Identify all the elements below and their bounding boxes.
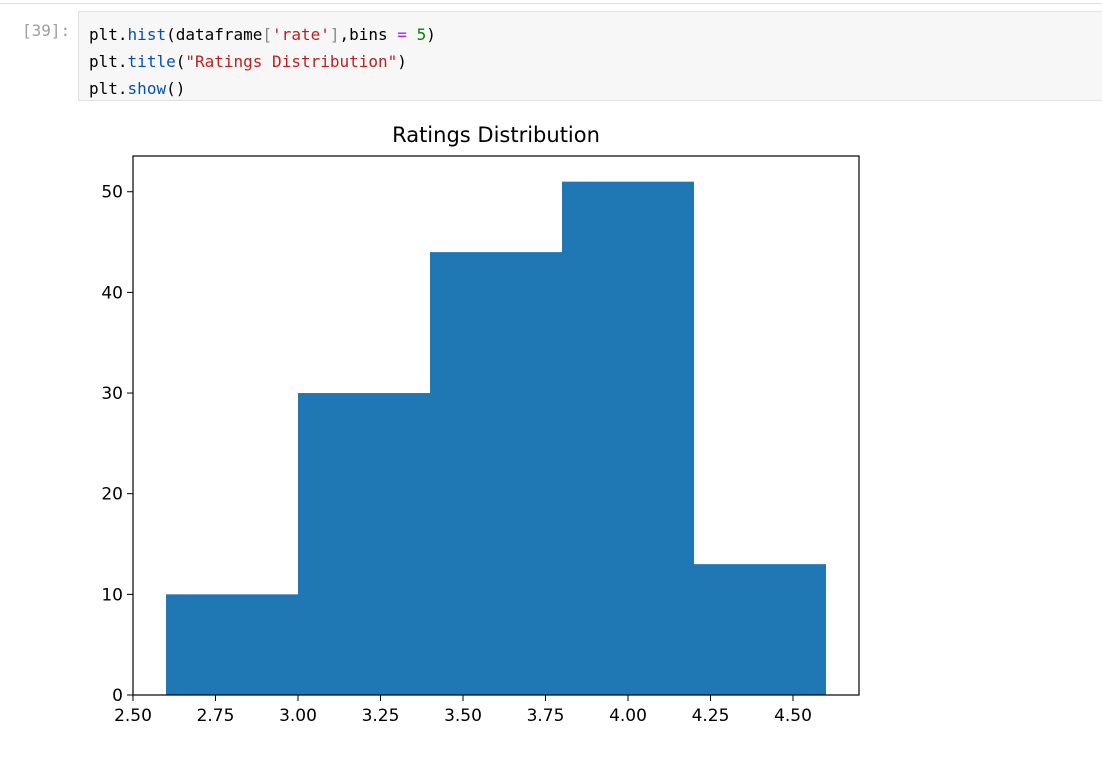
code-token: = bbox=[397, 25, 407, 44]
code-token: show bbox=[127, 79, 167, 98]
code-editor[interactable]: plt.hist(dataframe['rate'],bins = 5) plt.… bbox=[89, 21, 436, 102]
histogram-bar bbox=[562, 181, 694, 696]
y-tick-label: 20 bbox=[101, 485, 123, 505]
histogram-bar bbox=[694, 564, 826, 695]
y-axis: 0 10 20 30 40 50 bbox=[101, 183, 133, 706]
histogram-bar bbox=[166, 594, 298, 695]
histogram-bar bbox=[298, 393, 430, 695]
x-tick-label: 3.75 bbox=[527, 706, 565, 726]
code-token: plt bbox=[89, 25, 118, 44]
code-token: hist bbox=[127, 25, 167, 44]
x-tick-label: 2.50 bbox=[114, 706, 152, 726]
code-token: 5 bbox=[416, 25, 427, 44]
code-line: plt.show() bbox=[89, 75, 436, 102]
y-tick-label: 40 bbox=[101, 283, 123, 303]
code-token: ) bbox=[397, 52, 407, 71]
x-tick-label: 4.00 bbox=[609, 706, 647, 726]
code-token: ,bins bbox=[339, 25, 398, 44]
x-tick-label: 3.00 bbox=[279, 706, 317, 726]
bars-layer bbox=[166, 181, 826, 696]
x-tick-label: 4.25 bbox=[692, 706, 730, 726]
code-token: ] bbox=[329, 25, 340, 44]
chart-title: Ratings Distribution bbox=[392, 123, 600, 147]
cell-execution-count: [39]: bbox=[22, 21, 71, 40]
x-tick-label: 4.50 bbox=[774, 706, 812, 726]
x-tick-label: 3.50 bbox=[444, 706, 482, 726]
code-token: plt bbox=[89, 52, 118, 71]
y-tick-label: 0 bbox=[112, 686, 123, 706]
code-token: (dataframe bbox=[166, 25, 263, 44]
code-cell-input[interactable]: plt.hist(dataframe['rate'],bins = 5) plt.… bbox=[78, 11, 1102, 101]
code-token: [ bbox=[262, 25, 273, 44]
code-token: . bbox=[117, 52, 128, 71]
plot-frame bbox=[132, 155, 860, 696]
code-token: title bbox=[127, 52, 176, 71]
code-token: "Ratings Distribution" bbox=[185, 52, 398, 71]
code-token bbox=[407, 25, 417, 44]
code-token: . bbox=[117, 25, 128, 44]
code-token: () bbox=[166, 79, 186, 98]
x-tick-label: 3.25 bbox=[362, 706, 400, 726]
histogram-bar bbox=[430, 252, 562, 695]
x-tick-label: 2.75 bbox=[197, 706, 235, 726]
y-tick-label: 10 bbox=[101, 585, 123, 605]
histogram-chart: Ratings Distribution 0 10 20 30 40 50 2.50 2.7… bbox=[101, 123, 860, 726]
code-line: plt.title("Ratings Distribution") bbox=[89, 48, 436, 75]
code-token: . bbox=[117, 79, 128, 98]
y-tick-label: 30 bbox=[101, 384, 123, 404]
code-token: ) bbox=[426, 25, 436, 44]
x-axis: 2.50 2.75 3.00 3.25 3.50 3.75 4.00 4.25 4.50 bbox=[114, 695, 812, 726]
code-token: 'rate' bbox=[272, 25, 330, 44]
code-token: plt bbox=[89, 79, 118, 98]
y-tick-label: 50 bbox=[101, 183, 123, 203]
code-token: ( bbox=[175, 52, 186, 71]
top-divider bbox=[0, 3, 1102, 4]
cell-output: Ratings Distribution 0 10 20 30 40 50 2.50 2.7… bbox=[78, 108, 1102, 763]
code-line: plt.hist(dataframe['rate'],bins = 5) bbox=[89, 21, 436, 48]
